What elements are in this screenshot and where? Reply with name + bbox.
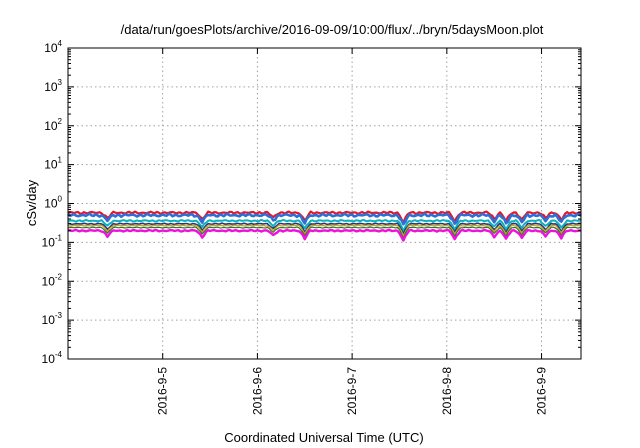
y-tick-base: 10 — [44, 119, 58, 133]
y-tick-base: 10 — [44, 80, 58, 94]
y-tick-label: 101 — [44, 156, 62, 172]
x-tick-label: 2016-9-6 — [250, 367, 264, 415]
y-tick-exponent: 2 — [58, 117, 63, 126]
series-line — [67, 226, 582, 239]
chart-title: /data/run/goesPlots/archive/2016-09-09/1… — [121, 22, 544, 37]
y-tick-label: 104 — [44, 39, 62, 55]
y-tick-exponent: 1 — [58, 156, 63, 165]
y-tick-base: 10 — [42, 274, 56, 288]
y-tick-exponent: 3 — [58, 78, 63, 87]
series-line — [67, 212, 582, 226]
x-axis-label: Coordinated Universal Time (UTC) — [224, 430, 423, 445]
y-tick-label: 100 — [44, 195, 62, 211]
x-tick-label: 2016-9-5 — [156, 367, 170, 415]
y-tick-exponent: 4 — [58, 39, 63, 48]
y-tick-label: 10-1 — [42, 233, 63, 249]
y-tick-base: 10 — [44, 197, 58, 211]
x-tick-labels: 2016-9-5 2016-9-6 2016-9-7 2016-9-8 2016-9-9 — [156, 367, 549, 415]
series-layer — [67, 210, 582, 242]
y-tick-exponent: -3 — [55, 311, 63, 320]
y-tick-exponent: 0 — [58, 195, 63, 204]
x-tick-label: 2016-9-8 — [440, 367, 454, 415]
axis-ticks — [68, 47, 581, 360]
y-tick-base: 10 — [44, 41, 58, 55]
y-tick-label: 103 — [44, 78, 62, 94]
y-tick-exponent: -1 — [55, 233, 63, 242]
y-tick-base: 10 — [44, 158, 58, 172]
x-tick-label: 2016-9-9 — [535, 367, 549, 415]
y-tick-label: 10-3 — [42, 311, 63, 327]
y-tick-base: 10 — [42, 313, 56, 327]
y-tick-label: 10-4 — [42, 350, 63, 366]
y-tick-exponent: -2 — [55, 272, 63, 281]
y-tick-base: 10 — [42, 352, 56, 366]
series-line — [67, 222, 582, 235]
series-line — [68, 218, 582, 232]
grid — [68, 48, 581, 359]
x-tick-label: 2016-9-7 — [345, 367, 359, 415]
y-tick-base: 10 — [42, 235, 56, 249]
series-line — [67, 224, 582, 237]
series-line — [67, 228, 582, 242]
y-tick-exponent: -4 — [55, 350, 63, 359]
y-tick-label: 10-2 — [42, 272, 63, 288]
y-axis-label: cSv/day — [24, 179, 39, 226]
y-tick-label: 102 — [44, 117, 62, 133]
